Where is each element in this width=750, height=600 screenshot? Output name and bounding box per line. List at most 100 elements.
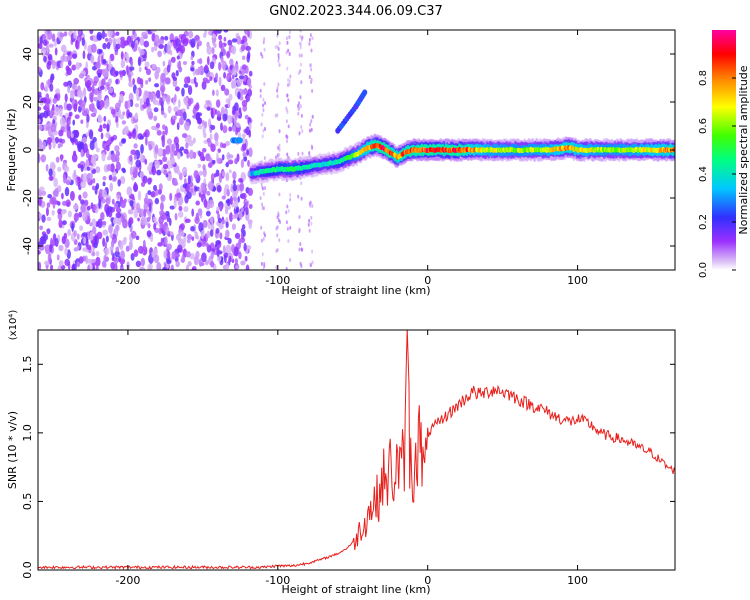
- spectrogram-noise-cell: [162, 95, 166, 102]
- spectrogram-noise-cell: [210, 260, 215, 268]
- spectrogram-noise-cell: [52, 119, 56, 125]
- spectrogram-noise-cell: [221, 195, 226, 200]
- spectrogram-streak-cell: [276, 113, 279, 118]
- spectrogram-noise-cell: [170, 264, 174, 270]
- spectrogram-noise-cell: [150, 94, 154, 103]
- spectrogram-noise-cell: [116, 194, 121, 200]
- spectrogram-streak-cell: [299, 30, 302, 33]
- spectrogram-noise-cell: [198, 258, 203, 267]
- spectrogram-noise-cell: [64, 124, 68, 133]
- spectrogram-noise-cell: [99, 99, 105, 108]
- spectrogram-noise-cell: [231, 109, 236, 115]
- spectrogram-noise-cell: [110, 239, 115, 248]
- spectrogram-noise-cell: [145, 68, 152, 76]
- spectrogram-noise-cell: [39, 36, 44, 45]
- spectrogram-x-tick-label: 100: [567, 274, 588, 287]
- spectrogram-noise-cell: [124, 52, 129, 60]
- spectrogram-noise-cell: [45, 207, 49, 217]
- snr-x-label: Height of straight line (km): [281, 583, 430, 596]
- spectrogram-noise-cell: [66, 103, 73, 111]
- spectrogram-noise-cell: [111, 198, 115, 205]
- spectrogram-ridge-halo: [381, 155, 385, 160]
- spectrogram-noise-cell: [77, 163, 82, 169]
- spectrogram-ridge-halo: [361, 139, 365, 144]
- spectrogram-noise-cell: [245, 206, 249, 216]
- spectrogram-noise-cell: [173, 106, 179, 113]
- spectrogram-noise-cell: [233, 79, 237, 89]
- spectrogram-streak-cell: [310, 119, 313, 124]
- spectrogram-noise-cell: [158, 216, 164, 225]
- spectrogram-noise-cell: [237, 240, 242, 249]
- spectrogram-noise-cell: [179, 231, 185, 237]
- spectrogram-noise-cell: [186, 191, 192, 200]
- spectrogram-noise-cell: [119, 114, 125, 120]
- spectrogram-streak-cell: [277, 213, 280, 218]
- spectrogram-noise-cell: [86, 166, 91, 171]
- spectrogram-noise-cell: [132, 30, 135, 36]
- spectrogram-noise-cell: [232, 179, 236, 185]
- spectrogram-noise-cell: [114, 51, 118, 56]
- spectrogram-data: [38, 30, 675, 270]
- spectrogram-noise-cell: [44, 244, 50, 249]
- spectrogram-noise-cell: [223, 254, 227, 264]
- spectrogram-noise-cell: [234, 158, 238, 165]
- spectrogram-noise-cell: [195, 112, 201, 121]
- spectrogram-noise-cell: [139, 48, 145, 56]
- spectrogram-noise-cell: [162, 267, 167, 270]
- spectrogram-ridge-halo: [309, 155, 313, 160]
- spectrogram-streak-cell: [276, 94, 279, 99]
- spectrogram-streak-cell: [311, 88, 314, 93]
- spectrogram-noise-cell: [184, 177, 187, 185]
- spectrogram-ridge-halo: [303, 155, 307, 160]
- spectrogram-streak-cell: [311, 145, 314, 150]
- spectrogram-noise-cell: [182, 61, 188, 66]
- spectrogram-streak-cell: [278, 41, 281, 46]
- spectrogram-noise-cell: [73, 169, 77, 178]
- spectrogram-noise-cell: [223, 72, 227, 79]
- spectrogram-noise-cell: [106, 156, 111, 161]
- spectrogram-noise-cell: [183, 148, 189, 155]
- spectrogram-streak-cell: [263, 47, 266, 52]
- spectrogram-noise-cell: [215, 72, 219, 81]
- spectrogram-noise-cell: [45, 125, 50, 131]
- spectrogram-streak-cell: [285, 178, 288, 183]
- spectrogram-noise-cell: [134, 113, 139, 120]
- spectrogram-noise-cell: [177, 98, 181, 109]
- spectrogram-noise-cell: [240, 207, 244, 213]
- spectrogram-noise-cell: [128, 217, 134, 225]
- spectrogram-noise-cell: [59, 32, 65, 38]
- spectrogram-streak-cell: [288, 52, 291, 57]
- spectrogram-noise-cell: [106, 145, 110, 152]
- spectrogram-noise-cell: [79, 142, 84, 152]
- spectrogram-noise-cell: [225, 172, 230, 182]
- spectrogram-streak-cell: [298, 41, 301, 46]
- spectrogram-noise-cell: [146, 216, 151, 222]
- spectrogram-noise-cell: [108, 87, 114, 94]
- spectrogram-noise-cell: [227, 114, 233, 125]
- spectrogram-noise-cell: [90, 155, 96, 165]
- spectrogram-noise-cell: [108, 57, 112, 67]
- spectrogram-noise-cell: [198, 65, 204, 76]
- spectrogram-noise-cell: [129, 99, 134, 107]
- spectrogram-noise-cell: [190, 67, 195, 72]
- spectrogram-noise-cell: [158, 183, 163, 191]
- spectrogram-streak-cell: [263, 156, 266, 161]
- spectrogram-streak-cell: [309, 33, 312, 38]
- spectrogram-streak-cell: [297, 71, 300, 76]
- spectrogram-streak-cell: [277, 218, 280, 223]
- spectrogram-noise-cell: [137, 56, 142, 67]
- spectrogram-noise-cell: [92, 34, 97, 43]
- spectrogram-noise-cell: [147, 190, 152, 196]
- spectrogram-streak-cell: [310, 221, 313, 226]
- spectrogram-noise-cell: [212, 89, 215, 96]
- spectrogram-noise-cell: [105, 235, 109, 243]
- spectrogram-noise-cell: [229, 195, 233, 205]
- spectrogram-noise-cell: [135, 260, 142, 268]
- spectrogram-noise-cell: [246, 149, 250, 156]
- spectrogram-streak-cell: [263, 82, 266, 87]
- spectrogram-noise-cell: [52, 97, 58, 104]
- spectrogram-noise-cell: [233, 116, 237, 126]
- spectrogram-noise-cell: [143, 208, 147, 218]
- spectrogram-noise-cell: [97, 128, 103, 133]
- spectrogram-feature-cell: [237, 137, 243, 144]
